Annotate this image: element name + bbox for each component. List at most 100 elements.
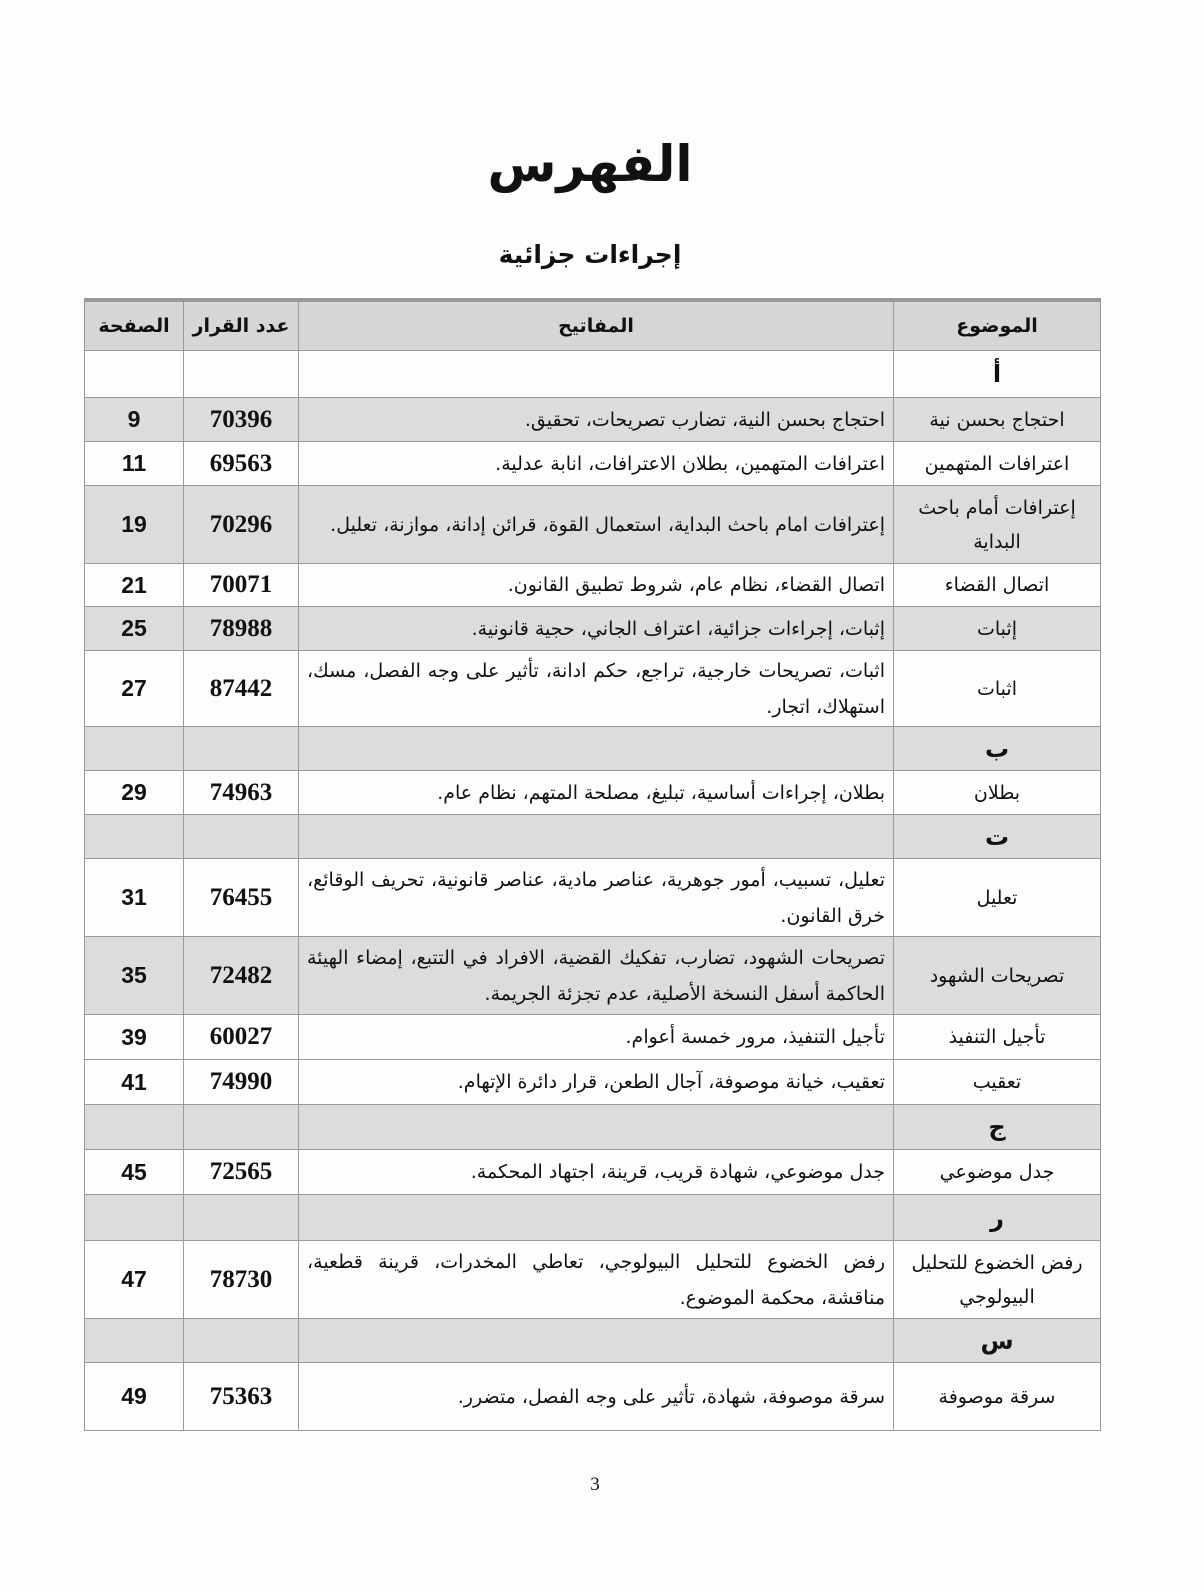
page-cell: 27 [84, 650, 184, 727]
header-subject: الموضوع [893, 299, 1101, 351]
header-decision-number: عدد القرار [183, 299, 299, 351]
subject-cell: إعترافات أمام باحث البداية [893, 485, 1101, 564]
keywords-cell: رفض الخضوع للتحليل البيولوجي، تعاطي المخ… [298, 1240, 894, 1319]
empty-cell [183, 726, 299, 771]
section-letter: ت [893, 814, 1101, 859]
subject-cell: اتصال القضاء [893, 563, 1101, 607]
empty-cell [183, 350, 299, 398]
table-row: إثبات إثبات، إجراءات جزائية، اعتراف الجان… [84, 606, 1101, 651]
keywords-cell: بطلان، إجراءات أساسية، تبليغ، مصلحة المت… [298, 770, 894, 815]
empty-cell [84, 1194, 184, 1241]
table-row: اثبات اثبات، تصريحات خارجية، تراجع، حكم ا… [84, 650, 1101, 727]
section-letter: س [893, 1318, 1101, 1363]
decision-number-cell: 78730 [183, 1240, 299, 1319]
table-row: سرقة موصوفة سرقة موصوفة، شهادة، تأثير على… [84, 1362, 1101, 1431]
table-header-row: الموضوع المفاتيح عدد القرار الصفحة [84, 299, 1101, 351]
decision-number-cell: 70296 [183, 485, 299, 564]
keywords-cell: تصريحات الشهود، تضارب، تفكيك القضية، الا… [298, 936, 894, 1015]
empty-cell [183, 814, 299, 859]
page-cell: 49 [84, 1362, 184, 1431]
subject-cell: تعليل [893, 858, 1101, 937]
subject-cell: احتجاج بحسن نية [893, 397, 1101, 442]
keywords-cell: جدل موضوعي، شهادة قريب، قرينة، اجتهاد ال… [298, 1149, 894, 1195]
letter-section-row: ج [84, 1104, 1101, 1150]
section-letter: ب [893, 726, 1101, 771]
empty-cell [298, 1318, 894, 1363]
subject-cell: اعترافات المتهمين [893, 441, 1101, 486]
index-table: الموضوع المفاتيح عدد القرار الصفحة أ احتج… [84, 298, 1101, 1431]
table-row: اعترافات المتهمين اعترافات المتهمين، بطلا… [84, 441, 1101, 486]
letter-section-row: ب [84, 726, 1101, 771]
page-cell: 39 [84, 1014, 184, 1060]
decision-number-cell: 76455 [183, 858, 299, 937]
decision-number-cell: 69563 [183, 441, 299, 486]
header-keywords: المفاتيح [298, 299, 894, 351]
decision-number-cell: 74990 [183, 1059, 299, 1105]
page-title: الفهرس [487, 135, 693, 193]
subject-cell: إثبات [893, 606, 1101, 651]
subject-cell: بطلان [893, 770, 1101, 815]
empty-cell [298, 726, 894, 771]
page-cell: 41 [84, 1059, 184, 1105]
empty-cell [84, 814, 184, 859]
table-row: بطلان بطلان، إجراءات أساسية، تبليغ، مصلحة… [84, 770, 1101, 815]
header-page: الصفحة [84, 299, 184, 351]
subject-cell: تأجيل التنفيذ [893, 1014, 1101, 1060]
decision-number-cell: 74963 [183, 770, 299, 815]
decision-number-cell: 70071 [183, 563, 299, 607]
page-cell: 47 [84, 1240, 184, 1319]
page-cell: 25 [84, 606, 184, 651]
empty-cell [298, 814, 894, 859]
table-row: تصريحات الشهود تصريحات الشهود، تضارب، تفك… [84, 936, 1101, 1015]
empty-cell [298, 1194, 894, 1241]
keywords-cell: احتجاج بحسن النية، تضارب تصريحات، تحقيق. [298, 397, 894, 442]
keywords-cell: إعترافات امام باحث البداية، استعمال القو… [298, 485, 894, 564]
keywords-cell: اعترافات المتهمين، بطلان الاعترافات، انا… [298, 441, 894, 486]
page-number: 3 [590, 1474, 600, 1495]
keywords-cell: إثبات، إجراءات جزائية، اعتراف الجاني، حج… [298, 606, 894, 651]
keywords-cell: اثبات، تصريحات خارجية، تراجع، حكم ادانة،… [298, 650, 894, 727]
page-cell: 45 [84, 1149, 184, 1195]
table-row: احتجاج بحسن نية احتجاج بحسن النية، تضارب … [84, 397, 1101, 442]
table-row: رفض الخضوع للتحليل البيولوجي رفض الخضوع ل… [84, 1240, 1101, 1319]
table-row: تأجيل التنفيذ تأجيل التنفيذ، مرور خمسة أع… [84, 1014, 1101, 1060]
subject-cell: سرقة موصوفة [893, 1362, 1101, 1431]
keywords-cell: اتصال القضاء، نظام عام، شروط تطبيق القان… [298, 563, 894, 607]
empty-cell [84, 350, 184, 398]
subject-cell: رفض الخضوع للتحليل البيولوجي [893, 1240, 1101, 1319]
empty-cell [183, 1318, 299, 1363]
page-cell: 21 [84, 563, 184, 607]
decision-number-cell: 72482 [183, 936, 299, 1015]
subject-cell: تصريحات الشهود [893, 936, 1101, 1015]
decision-number-cell: 75363 [183, 1362, 299, 1431]
table-row: تعقيب تعقيب، خيانة موصوفة، آجال الطعن، قر… [84, 1059, 1101, 1105]
keywords-cell: تأجيل التنفيذ، مرور خمسة أعوام. [298, 1014, 894, 1060]
decision-number-cell: 60027 [183, 1014, 299, 1060]
keywords-cell: تعليل، تسبيب، أمور جوهرية، عناصر مادية، … [298, 858, 894, 937]
empty-cell [183, 1194, 299, 1241]
empty-cell [298, 1104, 894, 1150]
subject-cell: اثبات [893, 650, 1101, 727]
section-subtitle: إجراءات جزائية [498, 240, 682, 269]
empty-cell [84, 1318, 184, 1363]
page-cell: 29 [84, 770, 184, 815]
keywords-cell: سرقة موصوفة، شهادة، تأثير على وجه الفصل،… [298, 1362, 894, 1431]
empty-cell [298, 350, 894, 398]
section-letter: ر [893, 1194, 1101, 1241]
empty-cell [183, 1104, 299, 1150]
empty-cell [84, 726, 184, 771]
page-cell: 35 [84, 936, 184, 1015]
decision-number-cell: 78988 [183, 606, 299, 651]
empty-cell [84, 1104, 184, 1150]
table-row: إعترافات أمام باحث البداية إعترافات امام … [84, 485, 1101, 564]
table-row: اتصال القضاء اتصال القضاء، نظام عام، شروط… [84, 563, 1101, 607]
table-row: جدل موضوعي جدل موضوعي، شهادة قريب، قرينة،… [84, 1149, 1101, 1195]
decision-number-cell: 72565 [183, 1149, 299, 1195]
keywords-cell: تعقيب، خيانة موصوفة، آجال الطعن، قرار دا… [298, 1059, 894, 1105]
table-row: تعليل تعليل، تسبيب، أمور جوهرية، عناصر ما… [84, 858, 1101, 937]
letter-section-row: ت [84, 814, 1101, 859]
page-cell: 31 [84, 858, 184, 937]
section-letter: أ [893, 350, 1101, 398]
subject-cell: جدل موضوعي [893, 1149, 1101, 1195]
section-letter: ج [893, 1104, 1101, 1150]
